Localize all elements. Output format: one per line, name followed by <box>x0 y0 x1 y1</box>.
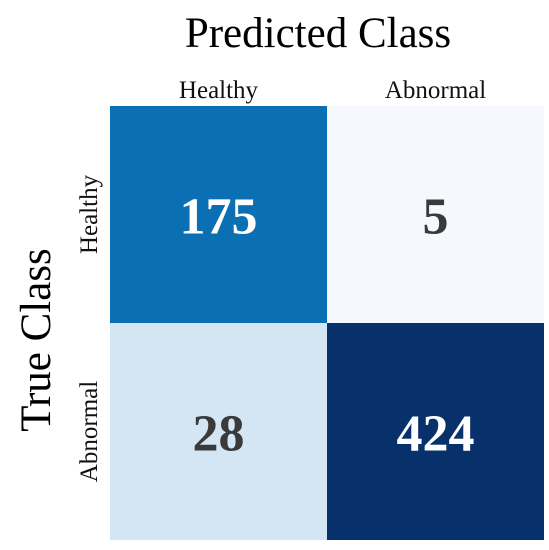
heatmap-cell-labels: 175 5 28 424 <box>180 189 475 463</box>
heatmap-cell-healthy-abnormal <box>327 106 544 323</box>
heatmap-cell-healthy-healthy <box>110 106 327 323</box>
cell-value-healthy-abnormal: 5 <box>423 189 449 246</box>
y-axis-title: True Class <box>13 248 60 432</box>
chart-title: Predicted Class <box>185 10 451 57</box>
heatmap-cells <box>110 106 544 540</box>
heatmap-cell-abnormal-abnormal <box>327 323 544 540</box>
x-tick-label-abnormal: Abnormal <box>385 77 486 104</box>
x-tick-labels: Healthy Abnormal <box>179 77 486 104</box>
heatmap-cell-abnormal-healthy <box>110 323 327 540</box>
y-tick-labels: Healthy Abnormal <box>76 174 103 482</box>
cell-value-healthy-healthy: 175 <box>180 189 258 246</box>
cell-value-abnormal-abnormal: 424 <box>397 406 475 463</box>
cell-value-abnormal-healthy: 28 <box>193 406 245 463</box>
y-tick-label-abnormal: Abnormal <box>76 381 103 482</box>
x-tick-label-healthy: Healthy <box>179 77 259 104</box>
y-tick-label-healthy: Healthy <box>76 174 103 254</box>
